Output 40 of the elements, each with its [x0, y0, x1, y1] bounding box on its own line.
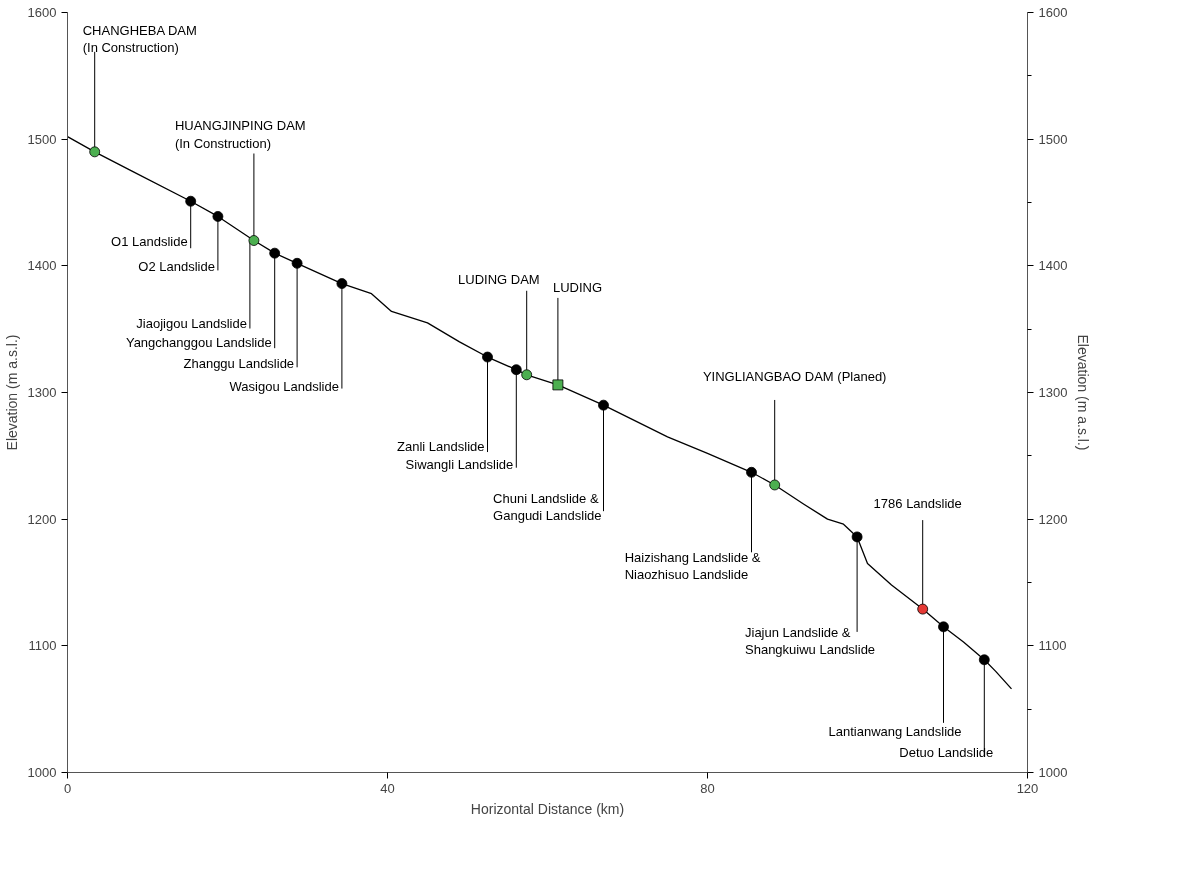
x-axis-title: Horizontal Distance (km) [470, 800, 625, 817]
annotation: LUDING DAM [458, 271, 540, 287]
x-tick-label: 40 [380, 780, 395, 796]
annotation: Lantianwang Landslide [828, 723, 962, 739]
annotation: Zhanggu Landslide [183, 356, 295, 372]
annotation: Siwangli Landslide [405, 456, 514, 472]
y2-tick-label: 1200 [1038, 511, 1068, 527]
annotation: Detuo Landslide [899, 744, 994, 760]
y-tick-label: 1100 [28, 638, 57, 654]
y2-tick-label: 1600 [1038, 5, 1068, 20]
y2-tick-label: 1100 [1038, 638, 1067, 654]
x-tick-label: 120 [1016, 780, 1039, 796]
x-tick-label: 0 [63, 780, 72, 796]
x-tick-label: 80 [700, 780, 715, 796]
annotation: YINGLIANGBAO DAM (Planed) [702, 368, 887, 384]
annotation: LUDING [552, 279, 603, 295]
annotation: Zanli Landslide [397, 439, 485, 455]
annotation: 1786 Landslide [873, 496, 962, 512]
y-tick-label: 1000 [27, 765, 57, 780]
y2-tick-label: 1300 [1038, 385, 1068, 400]
y2-tick-label: 1000 [1038, 765, 1068, 780]
y-tick-label: 1600 [27, 5, 57, 20]
annotation: HUANGJINPING DAM (In Construction) [174, 118, 306, 151]
y-tick-label: 1200 [27, 511, 57, 527]
y-tick-label: 1500 [27, 131, 57, 147]
annotation: O1 Landslide [111, 234, 188, 250]
annotation: Chuni Landslide & Gangudi Landslide [493, 490, 602, 524]
annotation: Wasigou Landslide [229, 378, 339, 394]
y2-tick-label: 1500 [1038, 131, 1068, 147]
annotation: CHANGHEBA DAM (In Construction) [82, 22, 197, 55]
annotation: Jiaojigou Landslide [136, 315, 247, 331]
y-tick-label: 1300 [27, 385, 57, 400]
y-axis-title: Elevation (m a.s.l.) [3, 334, 20, 451]
annotation: Jiajun Landslide & Shangkuiwu Landslide [745, 624, 876, 657]
annotation: O2 Landslide [138, 259, 215, 275]
annotation: Haizishang Landslide & Niaozhisuo Landslide [624, 550, 761, 583]
y-tick-label: 1400 [27, 258, 57, 274]
y2-tick-label: 1400 [1038, 258, 1068, 274]
annotation: Yangchanggou Landslide [125, 335, 272, 351]
y2-axis-title: Elevation (m a.s.l.) [1075, 334, 1092, 451]
